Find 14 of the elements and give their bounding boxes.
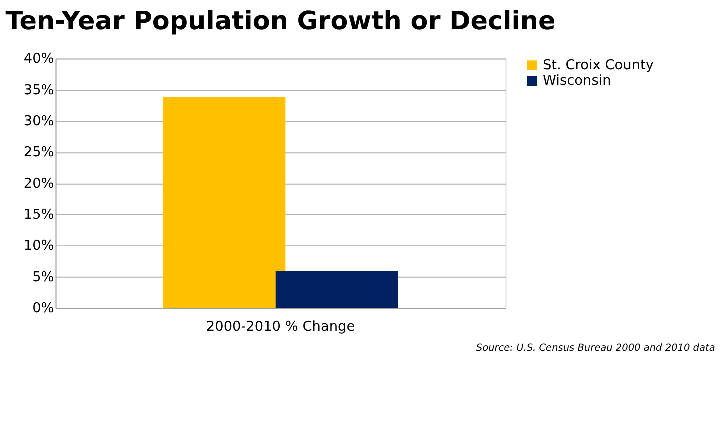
- chart-title: Ten-Year Population Growth or Decline: [6, 5, 556, 36]
- y-tick-label: 5%: [32, 269, 54, 286]
- y-tick-label: 40%: [24, 51, 54, 68]
- x-tick-label: 2000-2010 % Change: [206, 319, 356, 336]
- y-tick-label: 30%: [24, 113, 54, 130]
- y-tick-label: 0%: [32, 300, 54, 317]
- y-tick-label: 15%: [24, 207, 54, 224]
- legend-label: St. Croix County: [542, 57, 654, 74]
- y-tick-label: 25%: [24, 144, 54, 161]
- y-tick-label: 35%: [24, 82, 54, 98]
- legend-label: Wisconsin: [542, 73, 612, 90]
- y-tick-label: 20%: [24, 176, 54, 192]
- source-note: Source: U.S. Census Bureau 2000 and 2010 data: [476, 343, 716, 354]
- y-tick-label: 10%: [24, 238, 54, 254]
